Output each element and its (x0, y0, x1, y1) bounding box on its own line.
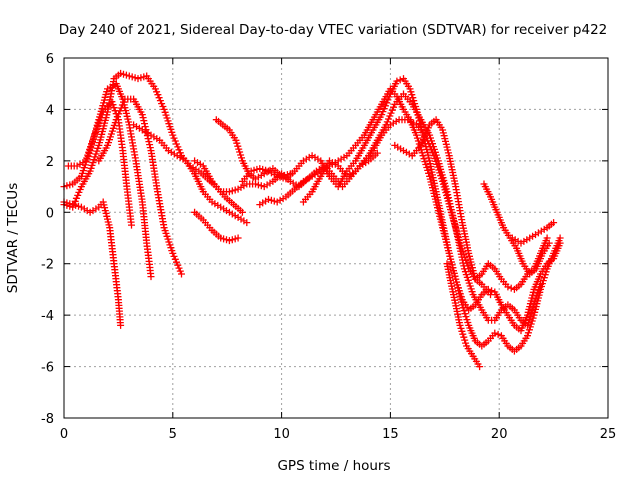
chart-title: Day 240 of 2021, Sidereal Day-to-day VTE… (59, 22, 608, 38)
series-track-6 (130, 121, 251, 227)
series-markers (95, 95, 185, 278)
series-track-7 (191, 208, 242, 245)
series-markers (443, 260, 484, 371)
series-track-17 (443, 260, 484, 371)
series-track-13 (356, 90, 544, 329)
y-tick-label: -6 (41, 361, 54, 376)
x-axis-label: GPS time / hours (277, 458, 390, 474)
x-tick-label: 0 (60, 427, 68, 442)
x-tick-label: 10 (273, 427, 290, 442)
y-tick-label: 2 (46, 155, 54, 170)
series-markers (130, 121, 251, 227)
y-tick-label: 6 (46, 52, 54, 67)
y-tick-label: 0 (46, 206, 54, 221)
series-markers (191, 208, 242, 245)
series-track-14 (391, 116, 494, 299)
series-track-16 (508, 219, 558, 247)
series-track-3 (64, 98, 135, 229)
plot-frame (63, 57, 609, 419)
series-track-5 (95, 95, 185, 278)
y-tick-label: -4 (41, 309, 54, 324)
x-tick-label: 5 (169, 427, 177, 442)
x-tick-label: 25 (600, 427, 617, 442)
y-tick-label: -8 (41, 412, 54, 427)
axis-ticks (63, 57, 609, 419)
y-axis-label: SDTVAR / TECUs (5, 183, 21, 293)
series-markers (356, 90, 544, 329)
y-tick-label: -2 (41, 258, 54, 273)
series-markers (64, 98, 135, 229)
axis-tick-labels: 0 5 10 15 20 25 -8 -6 -4 -2 0 2 4 6 (41, 52, 616, 442)
x-tick-label: 15 (382, 427, 399, 442)
y-tick-label: 4 (46, 103, 54, 118)
series-markers (508, 219, 558, 247)
series-markers (391, 116, 494, 299)
x-tick-label: 20 (491, 427, 508, 442)
